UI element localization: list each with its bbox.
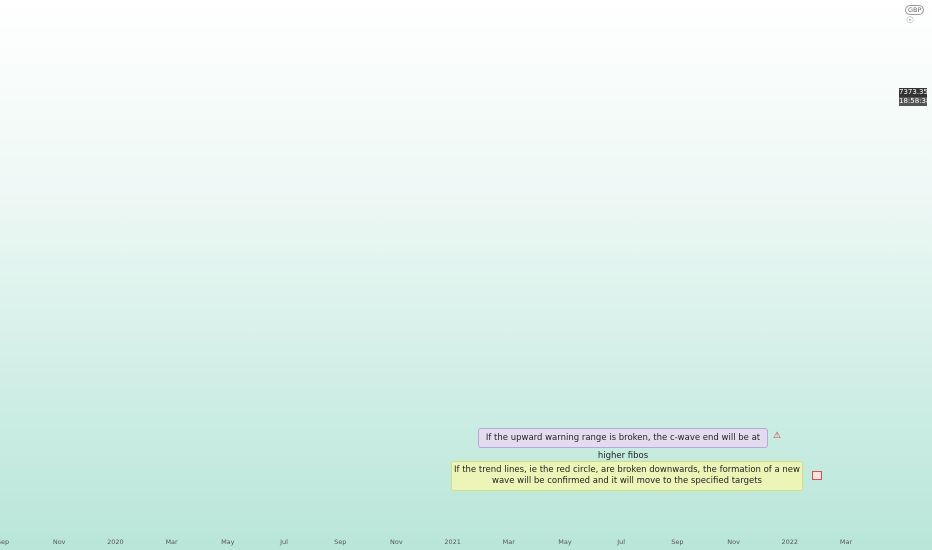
x-tick-label: Jul — [616, 538, 625, 546]
x-tick-label: Nov — [53, 538, 66, 546]
x-tick-label: Sep — [671, 538, 683, 546]
x-tick-label: 2020 — [107, 538, 124, 546]
chart-icon — [812, 471, 822, 480]
warning-icon: ⚠ — [773, 431, 782, 441]
x-tick-label: May — [221, 538, 235, 546]
x-tick-label: Mar — [840, 538, 853, 546]
x-tick-label: Sep — [0, 538, 9, 546]
x-tick-label: Jul — [279, 538, 288, 546]
x-tick-label: 2022 — [782, 538, 799, 546]
x-tick-label: Mar — [503, 538, 516, 546]
current-price-badge: 7373.35 — [899, 88, 928, 97]
x-tick-label: Mar — [165, 538, 178, 546]
currency-badge: GBP — [905, 5, 925, 15]
alarm-icon[interactable]: ☉ — [906, 16, 915, 26]
x-tick-label: 2021 — [444, 538, 461, 546]
x-tick-label: May — [558, 538, 572, 546]
note-lower: If the trend lines, ie the red circle, a… — [451, 461, 803, 491]
x-tick-label: Nov — [727, 538, 740, 546]
x-tick-label: Sep — [334, 538, 346, 546]
x-tick-label: Nov — [390, 538, 403, 546]
note-upper: If the upward warning range is broken, t… — [478, 428, 768, 461]
bar-countdown: 18:58:38 — [899, 97, 931, 106]
